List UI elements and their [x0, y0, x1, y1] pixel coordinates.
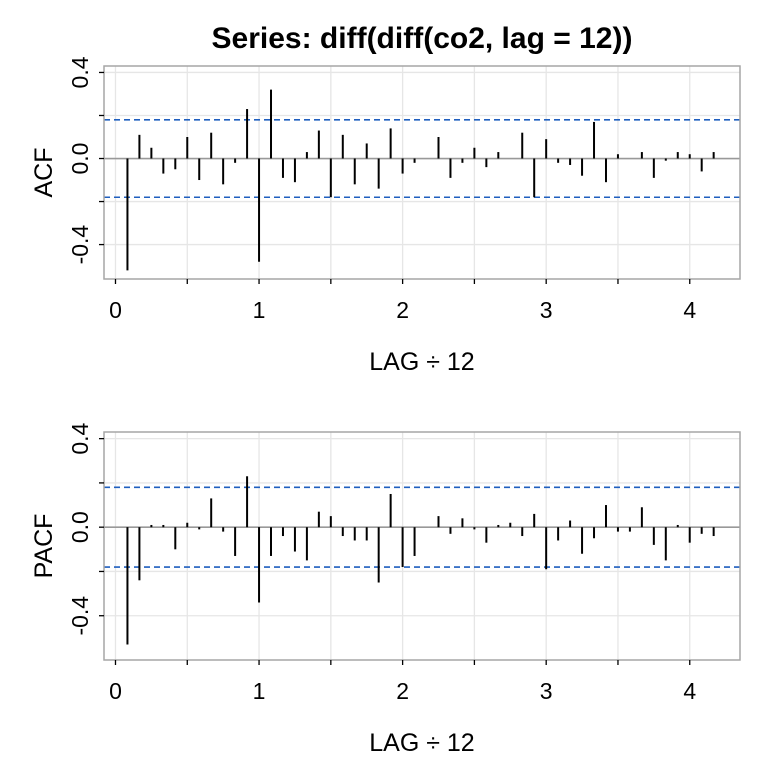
pacf-confidence-bounds: [104, 486, 740, 568]
acf-plot-frame: [103, 65, 741, 280]
acf-y-axis-label: ACF: [30, 148, 58, 198]
pacf-x-tick-label: 3: [540, 678, 553, 704]
acf-x-axis: 0 1 2 3 4: [109, 279, 696, 323]
pacf-grid: [104, 432, 740, 660]
acf-x-tick-label: 2: [396, 297, 409, 323]
acf-x-tick-label: 4: [683, 297, 696, 323]
pacf-plot-frame: [103, 431, 741, 661]
pacf-panel: 0 1 2 3 4 -0.4 0.0 0.4 LAG ÷ 12 PACF: [30, 422, 741, 757]
acf-y-axis: -0.4 0.0 0.4: [67, 56, 104, 264]
pacf-x-tick-label: 0: [109, 678, 122, 704]
acf-y-tick-label: -0.4: [67, 225, 93, 265]
acf-y-tick-label: 0.4: [67, 56, 93, 88]
chart-title: Series: diff(diff(co2, lag = 12)): [212, 22, 633, 55]
pacf-x-axis: 0 1 2 3 4: [109, 660, 696, 704]
pacf-spikes: [126, 476, 715, 645]
pacf-x-tick-label: 1: [253, 678, 266, 704]
acf-x-tick-label: 3: [540, 297, 553, 323]
acf-x-tick-label: 1: [253, 297, 266, 323]
pacf-y-axis-label: PACF: [30, 514, 58, 579]
acf-spikes: [126, 89, 715, 271]
acf-x-tick-label: 0: [109, 297, 122, 323]
pacf-y-axis: -0.4 0.0 0.4: [67, 422, 104, 636]
pacf-y-tick-label: 0.0: [67, 511, 93, 543]
pacf-y-tick-label: -0.4: [67, 596, 93, 636]
acf-x-axis-label: LAG ÷ 12: [369, 348, 474, 376]
pacf-y-tick-label: 0.4: [67, 422, 93, 454]
pacf-x-tick-label: 2: [396, 678, 409, 704]
acf-confidence-bounds: [104, 118, 740, 199]
pacf-x-axis-label: LAG ÷ 12: [369, 729, 474, 757]
acf-panel: 0 1 2 3 4 -0.4 0.0 0.4 LAG ÷ 12 ACF: [30, 56, 741, 376]
pacf-x-tick-label: 4: [683, 678, 696, 704]
acf-y-tick-label: 0.0: [67, 143, 93, 175]
